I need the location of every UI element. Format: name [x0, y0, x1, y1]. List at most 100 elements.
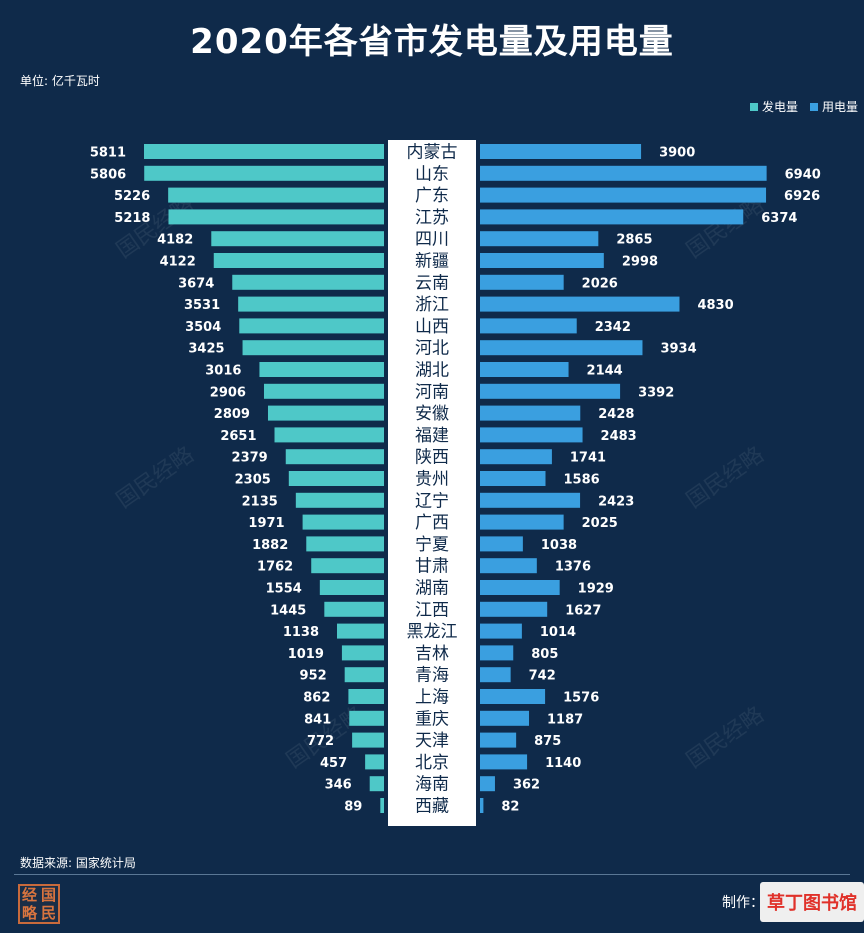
- data-label-consumption: 1140: [545, 756, 581, 771]
- bar-generation: [380, 798, 384, 813]
- bar-generation: [349, 710, 384, 726]
- bar-generation: [238, 296, 384, 312]
- data-label-consumption: 2342: [595, 320, 631, 335]
- data-label-consumption: 805: [531, 647, 558, 662]
- bar-consumption: [480, 471, 546, 486]
- bar-consumption: [480, 536, 523, 552]
- category-label: 广东: [415, 186, 449, 206]
- bar-consumption: [480, 645, 514, 661]
- legend-swatch-consumption: [809, 102, 818, 111]
- data-label-generation: 1554: [266, 582, 302, 597]
- category-label: 湖北: [415, 361, 449, 381]
- data-label-generation: 3016: [205, 364, 241, 379]
- data-label-generation: 4182: [157, 233, 193, 248]
- bar-consumption: [480, 187, 767, 203]
- data-label-consumption: 1187: [547, 712, 583, 727]
- bar-generation: [352, 732, 384, 748]
- data-label-consumption: 1376: [555, 560, 591, 575]
- bar-generation: [239, 318, 384, 334]
- category-label: 广西: [415, 513, 449, 533]
- data-label-generation: 1138: [283, 625, 319, 640]
- category-label: 内蒙古: [407, 143, 458, 163]
- category-label: 青海: [415, 666, 449, 686]
- bar-consumption: [480, 492, 581, 508]
- category-label: 宁夏: [415, 535, 449, 555]
- data-label-consumption: 1627: [565, 603, 601, 618]
- category-label: 辽宁: [415, 491, 449, 511]
- category-label: 新疆: [415, 252, 449, 272]
- data-label-consumption: 82: [501, 800, 519, 815]
- data-label-generation: 5226: [114, 189, 150, 204]
- bar-consumption: [480, 754, 528, 770]
- bar-consumption: [480, 253, 604, 268]
- logo-char: 经: [21, 886, 37, 904]
- category-label: 吉林: [415, 644, 449, 664]
- bar-generation: [288, 471, 384, 486]
- category-label: 山东: [415, 164, 449, 184]
- data-label-consumption: 6926: [784, 189, 820, 204]
- data-label-consumption: 2998: [622, 255, 658, 270]
- data-label-generation: 2906: [210, 385, 246, 400]
- data-label-generation: 2379: [232, 451, 268, 466]
- category-label: 黑龙江: [407, 622, 458, 642]
- category-label: 西藏: [415, 797, 449, 817]
- data-label-generation: 346: [325, 778, 352, 793]
- bar-generation: [285, 449, 384, 465]
- data-label-generation: 2305: [235, 473, 271, 488]
- category-label: 重庆: [415, 709, 449, 729]
- data-label-generation: 2651: [220, 429, 256, 444]
- bar-generation: [274, 427, 384, 443]
- category-label: 安徽: [415, 404, 449, 424]
- bar-consumption: [480, 318, 577, 334]
- legend-label-generation: 发电量: [761, 100, 798, 114]
- data-label-consumption: 2423: [598, 494, 634, 509]
- data-label-generation: 1762: [257, 560, 293, 575]
- data-label-consumption: 1741: [570, 451, 606, 466]
- bar-generation: [168, 187, 384, 203]
- data-label-generation: 2809: [214, 407, 250, 422]
- bar-generation: [306, 536, 384, 552]
- data-label-consumption: 2025: [582, 516, 618, 531]
- data-label-consumption: 2144: [587, 364, 623, 379]
- bar-generation: [144, 144, 384, 159]
- data-label-consumption: 3934: [660, 342, 696, 357]
- site-badge: 草丁图书馆: [760, 882, 864, 922]
- data-label-consumption: 2483: [601, 429, 637, 444]
- bar-generation: [311, 558, 384, 574]
- bar-generation: [302, 514, 384, 530]
- data-label-consumption: 2428: [598, 407, 634, 422]
- bar-consumption: [480, 710, 530, 726]
- bar-generation: [242, 340, 384, 356]
- bar-consumption: [480, 449, 552, 465]
- bar-consumption: [480, 558, 537, 574]
- data-label-generation: 3425: [188, 342, 224, 357]
- data-label-consumption: 6374: [761, 211, 797, 226]
- category-label: 甘肃: [415, 557, 449, 577]
- bar-consumption: [480, 274, 564, 290]
- category-label: 北京: [415, 753, 449, 773]
- data-label-generation: 5811: [90, 146, 126, 161]
- data-label-consumption: 1038: [541, 538, 577, 553]
- data-label-generation: 3504: [185, 320, 221, 335]
- footer-divider: [14, 874, 850, 875]
- bar-consumption: [480, 601, 548, 617]
- legend-label-consumption: 用电量: [821, 100, 858, 114]
- bar-consumption: [480, 362, 569, 377]
- bar-consumption: [480, 296, 680, 312]
- data-label-generation: 772: [307, 734, 334, 749]
- data-label-generation: 89: [344, 800, 362, 815]
- legend-item-generation: 发电量: [749, 98, 798, 115]
- unit-label: 单位: 亿千瓦时: [20, 74, 100, 88]
- legend: 发电量 用电量: [749, 98, 858, 115]
- chart-title: 2020年各省市发电量及用电量: [190, 22, 674, 62]
- bar-consumption: [480, 144, 642, 159]
- data-label-generation: 457: [320, 756, 347, 771]
- bar-generation: [232, 274, 384, 290]
- data-label-consumption: 3900: [659, 146, 695, 161]
- bar-generation: [259, 362, 384, 377]
- bar-generation: [144, 165, 384, 181]
- bar-generation: [295, 492, 384, 508]
- bar-generation: [319, 580, 384, 595]
- category-label: 四川: [415, 230, 449, 250]
- bar-generation: [324, 601, 384, 617]
